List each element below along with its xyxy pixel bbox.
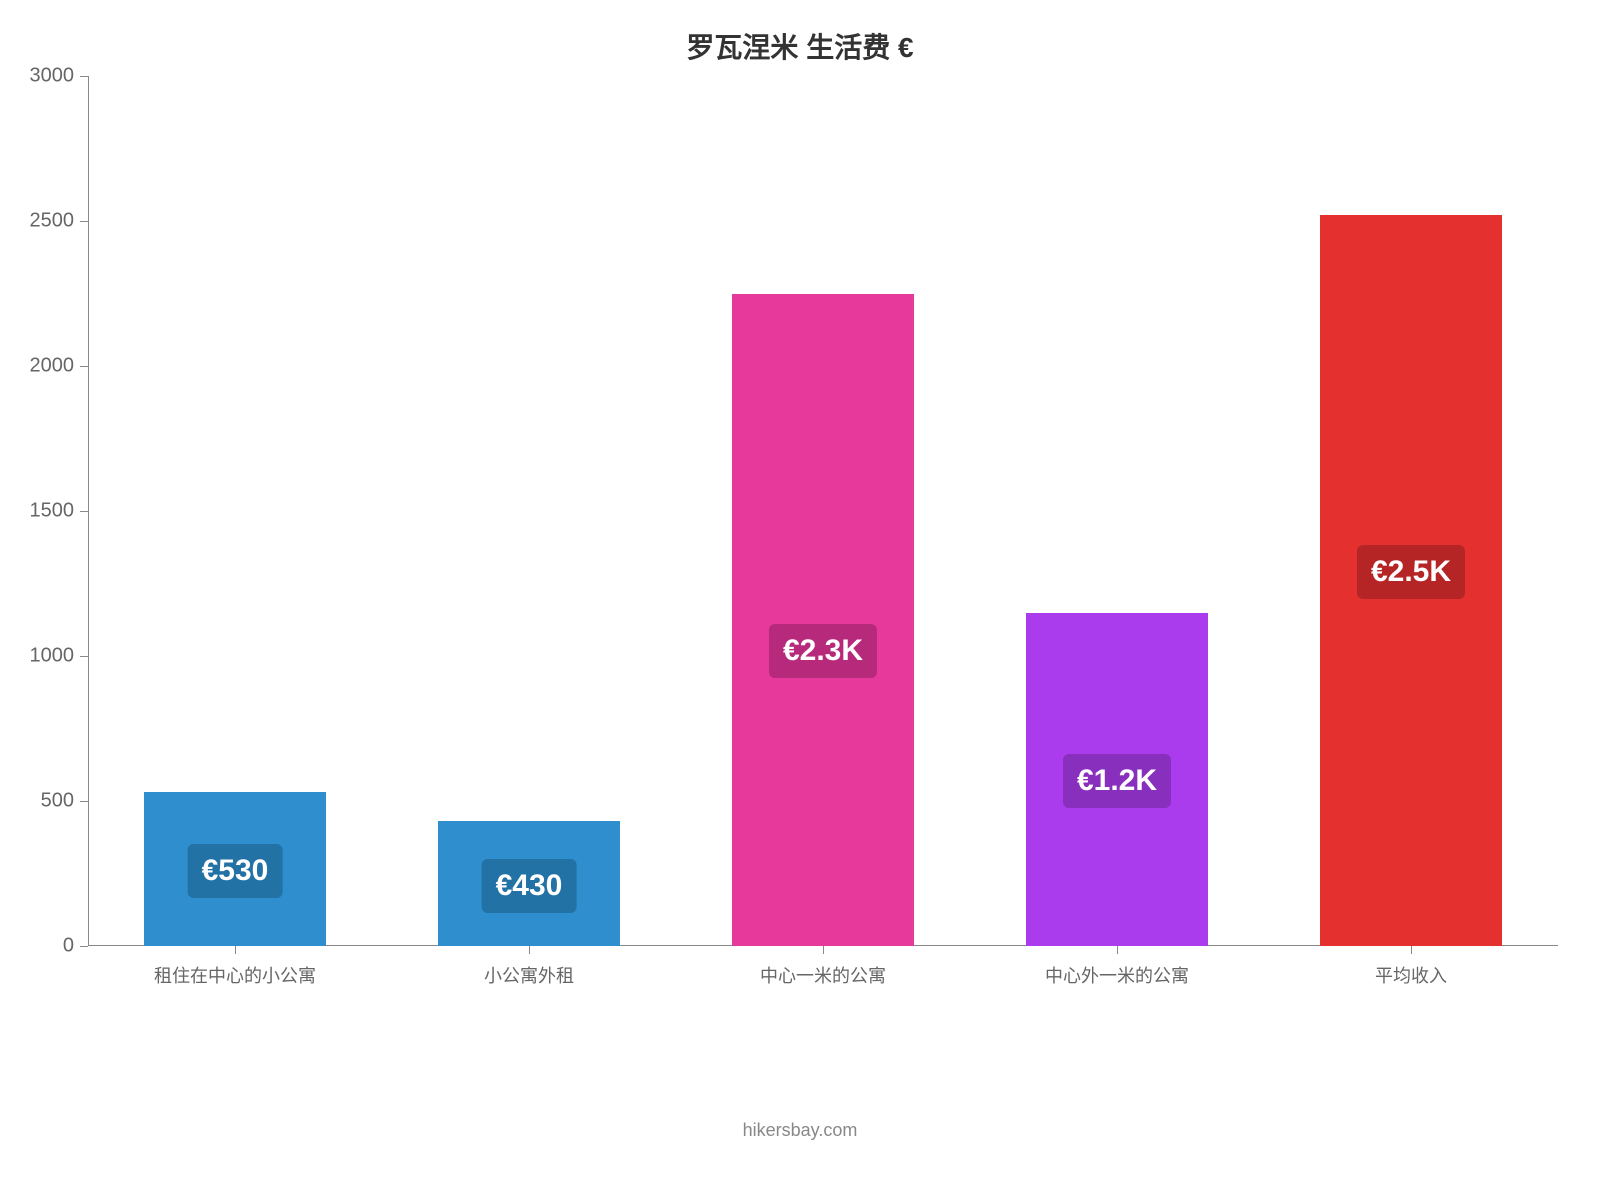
bar: €430 <box>438 821 620 946</box>
y-tick-mark <box>80 946 88 947</box>
y-tick-label: 1000 <box>0 645 74 668</box>
y-tick-label: 3000 <box>0 65 74 88</box>
y-tick-label: 2000 <box>0 355 74 378</box>
bar: €2.3K <box>732 294 914 947</box>
x-tick-label: 平均收入 <box>1375 962 1447 988</box>
x-tick-mark <box>1117 946 1118 954</box>
bar-value-badge: €430 <box>482 859 577 913</box>
bar-value-badge: €1.2K <box>1063 754 1171 808</box>
y-tick-mark <box>80 801 88 802</box>
bar-value-badge: €2.3K <box>769 624 877 678</box>
x-tick-label: 中心一米的公寓 <box>760 962 886 988</box>
chart-footer: hikersbay.com <box>0 1120 1600 1141</box>
x-tick-mark <box>529 946 530 954</box>
x-tick-mark <box>235 946 236 954</box>
bar: €1.2K <box>1026 613 1208 947</box>
x-tick-label: 中心外一米的公寓 <box>1045 962 1189 988</box>
bar-value-badge: €2.5K <box>1357 545 1465 599</box>
y-axis-line <box>88 76 89 946</box>
plot-area: €530 €430 €2.3K €1.2K €2.5K <box>88 76 1558 946</box>
chart-title: 罗瓦涅米 生活费 € <box>0 26 1600 66</box>
y-tick-label: 500 <box>0 790 74 813</box>
y-tick-label: 0 <box>0 935 74 958</box>
bar-value-badge: €530 <box>188 844 283 898</box>
bar: €2.5K <box>1320 215 1502 946</box>
y-tick-mark <box>80 76 88 77</box>
y-tick-label: 2500 <box>0 210 74 233</box>
y-tick-mark <box>80 656 88 657</box>
y-tick-mark <box>80 221 88 222</box>
x-tick-mark <box>823 946 824 954</box>
x-tick-label: 租住在中心的小公寓 <box>154 962 316 988</box>
y-tick-mark <box>80 511 88 512</box>
y-tick-label: 1500 <box>0 500 74 523</box>
bar: €530 <box>144 792 326 946</box>
x-tick-mark <box>1411 946 1412 954</box>
x-tick-label: 小公寓外租 <box>484 962 574 988</box>
y-tick-mark <box>80 366 88 367</box>
